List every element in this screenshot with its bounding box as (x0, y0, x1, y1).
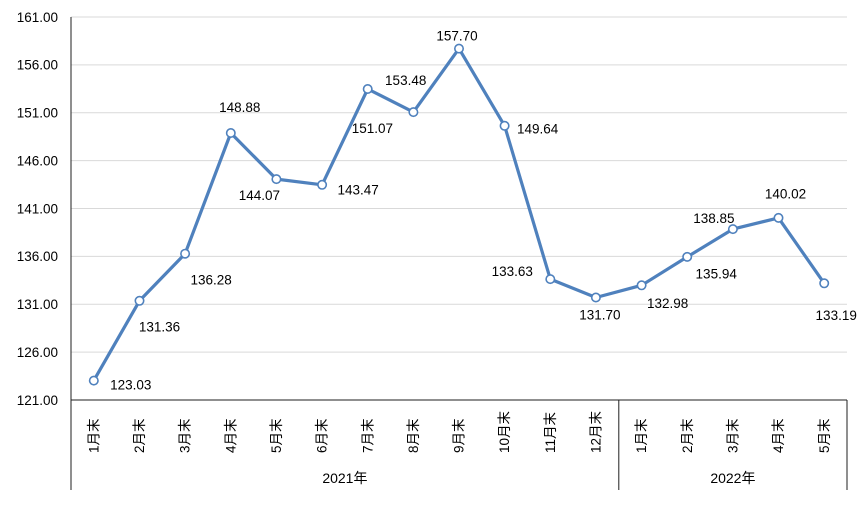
data-point-marker (636, 280, 647, 291)
data-point-marker (773, 212, 784, 223)
data-point-label: 143.47 (337, 183, 378, 198)
data-point-label: 123.03 (110, 377, 151, 392)
data-point-label: 151.07 (352, 121, 393, 136)
x-axis-month-label: 4月末 (771, 418, 786, 453)
data-point-marker (180, 248, 191, 259)
y-axis-tick-label: 136.00 (17, 249, 58, 264)
data-point-label: 133.63 (492, 264, 533, 279)
data-point-marker (134, 295, 145, 306)
x-axis-month-label: 7月末 (360, 418, 375, 453)
data-point-label: 131.70 (579, 307, 620, 322)
data-point-marker (590, 292, 601, 303)
x-axis-month-label: 3月末 (178, 418, 193, 453)
x-axis-month-label: 2月末 (680, 418, 695, 453)
data-point-label: 140.02 (765, 187, 806, 202)
data-point-label: 138.85 (693, 211, 734, 226)
data-point-marker (271, 174, 282, 185)
data-point-label: 132.98 (647, 296, 688, 311)
data-point-marker (317, 179, 328, 190)
data-point-marker (453, 43, 464, 54)
x-axis-month-label: 2月末 (132, 418, 147, 453)
data-point-label: 135.94 (696, 267, 738, 282)
data-point-label: 157.70 (436, 28, 477, 43)
data-point-marker (545, 274, 556, 285)
x-axis-year-label: 2021年 (322, 470, 367, 486)
data-point-marker (499, 120, 510, 131)
data-point-marker (88, 375, 99, 386)
x-axis-month-label: 1月末 (634, 418, 649, 453)
data-point-marker (727, 224, 738, 235)
x-axis-month-label: 1月末 (86, 418, 101, 453)
x-axis-month-label: 4月末 (223, 418, 238, 453)
data-point-label: 131.36 (139, 320, 180, 335)
data-point-label: 153.48 (385, 73, 426, 88)
data-point-marker (408, 107, 419, 118)
y-axis-tick-label: 126.00 (17, 345, 58, 360)
x-axis-month-label: 3月末 (726, 418, 741, 453)
x-axis-month-label: 9月末 (452, 418, 467, 453)
data-point-label: 149.64 (517, 122, 559, 137)
x-axis-month-label: 5月末 (817, 418, 832, 453)
y-axis-tick-label: 146.00 (17, 153, 58, 168)
x-axis-month-label: 8月末 (406, 418, 421, 453)
data-point-marker (225, 128, 236, 139)
data-point-label: 136.28 (190, 273, 231, 288)
y-axis-tick-label: 151.00 (17, 106, 58, 121)
data-point-label: 133.19 (816, 308, 857, 323)
x-axis-month-label: 6月末 (315, 418, 330, 453)
x-axis-month-label: 11月末 (543, 411, 558, 453)
data-point-marker (819, 278, 830, 289)
x-axis-month-label: 5月末 (269, 418, 284, 453)
y-axis-tick-label: 141.00 (17, 201, 58, 216)
y-axis-tick-label: 121.00 (17, 393, 58, 408)
x-axis-year-label: 2022年 (710, 470, 755, 486)
x-axis-month-label: 12月末 (589, 410, 604, 453)
x-axis-month-label: 10月末 (497, 410, 512, 453)
data-point-label: 144.07 (239, 188, 280, 203)
data-point-marker (362, 84, 373, 95)
y-axis-tick-label: 156.00 (17, 58, 58, 73)
data-point-label: 148.88 (219, 100, 260, 115)
data-point-marker (682, 251, 693, 262)
y-axis-tick-label: 161.00 (17, 10, 58, 25)
y-axis-tick-label: 131.00 (17, 297, 58, 312)
